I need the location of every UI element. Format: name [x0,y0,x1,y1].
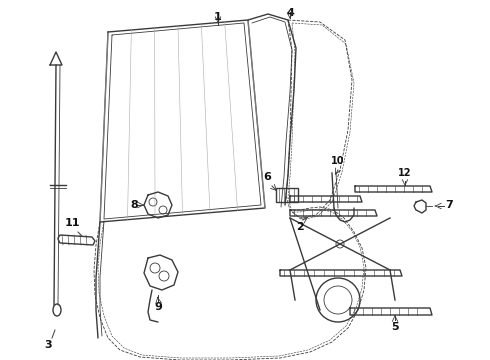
Text: 11: 11 [64,218,80,228]
Text: 1: 1 [214,12,222,22]
Text: 12: 12 [398,168,412,178]
Text: 6: 6 [263,172,271,182]
Text: 10: 10 [331,156,345,166]
Text: 5: 5 [391,322,399,332]
Bar [276,188,298,202]
Text: 7: 7 [445,200,453,210]
Text: 9: 9 [154,302,162,312]
Text: 3: 3 [44,340,52,350]
Text: 4: 4 [286,8,294,18]
Text: 8: 8 [130,200,138,210]
Text: 2: 2 [296,222,304,232]
